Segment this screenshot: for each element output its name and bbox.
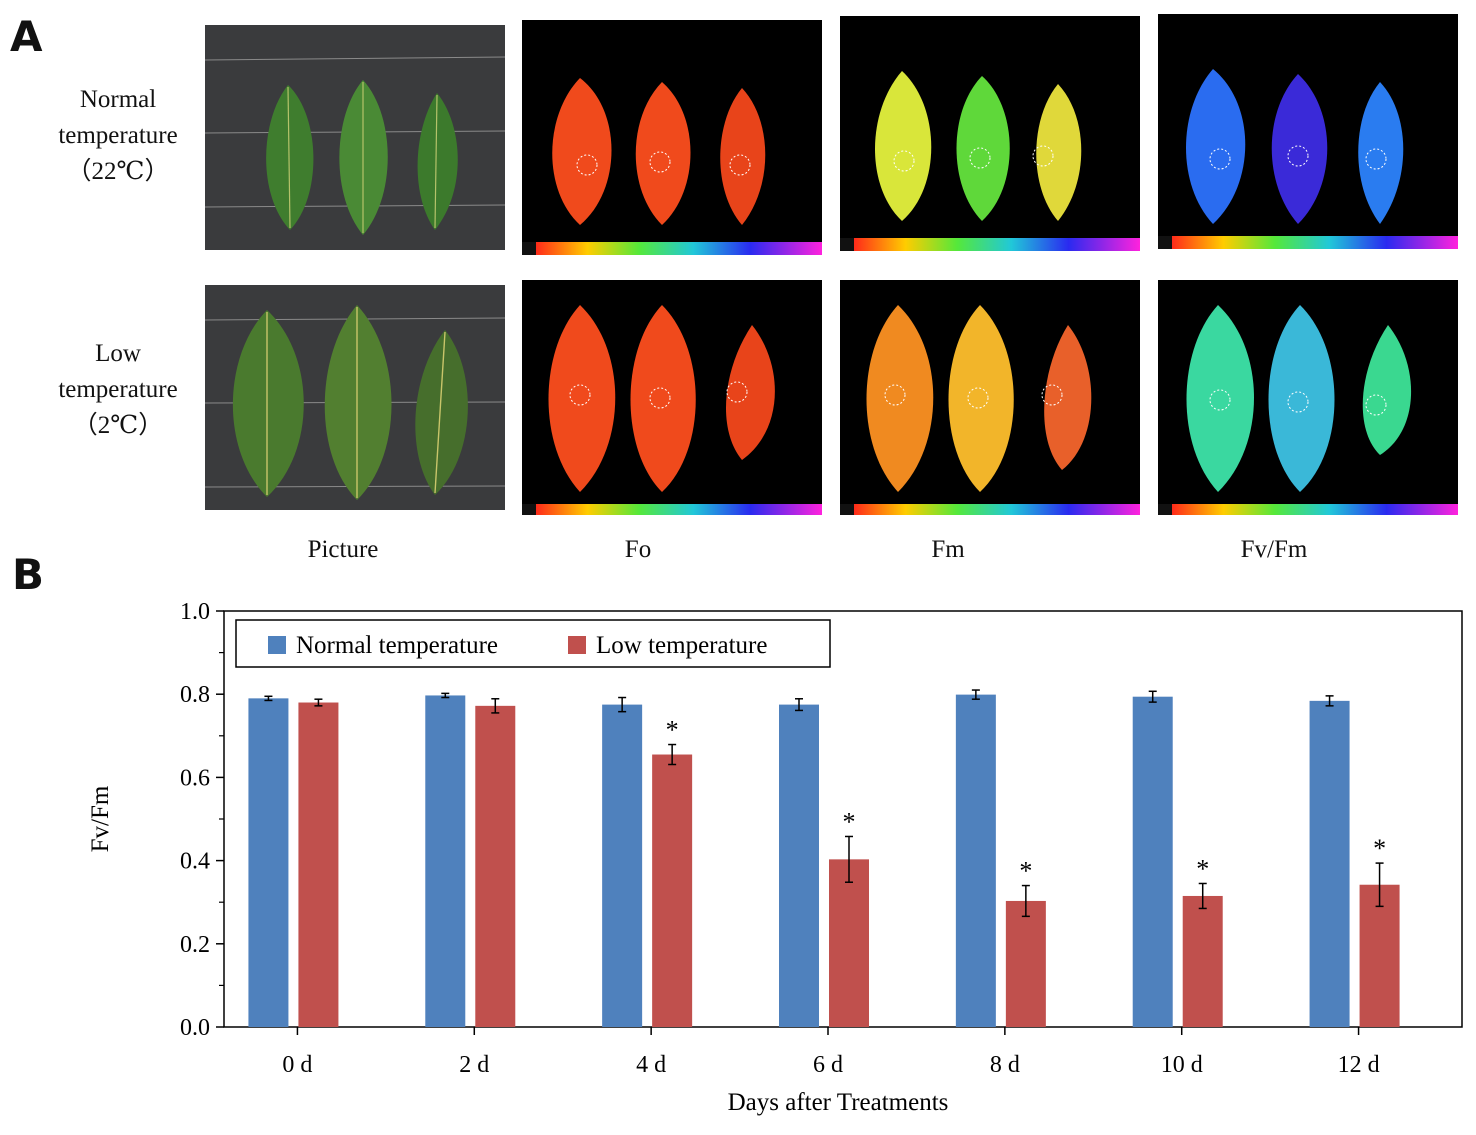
leaf-shape xyxy=(266,85,314,230)
significance-marker: * xyxy=(1196,854,1209,883)
leaf-shape xyxy=(232,310,304,497)
x-tick-label: 8 d xyxy=(990,1052,1020,1078)
bar-normal-temperature xyxy=(955,694,996,1027)
bar-normal-temperature xyxy=(1132,696,1173,1027)
x-tick-label: 2 d xyxy=(459,1052,489,1078)
leaf-shape xyxy=(635,82,691,225)
bar-normal-temperature xyxy=(1309,700,1350,1027)
x-tick-label: 6 d xyxy=(813,1052,843,1078)
bar-low-temperature xyxy=(475,705,516,1027)
row-label-normal-line3: （22℃） xyxy=(66,158,170,185)
leaf-shape xyxy=(1185,69,1246,224)
fm-image-normal xyxy=(840,16,1140,251)
column-label-fm: Fm xyxy=(931,536,965,563)
fvfm-bar-chart: 0.0 0.2 0.4 0.6 0.8 1.0 0 d 2 d 4 d * 6 d * 8 d * 10 d… xyxy=(87,599,1463,1116)
bar-low-temperature xyxy=(298,702,339,1027)
bar-low-temperature xyxy=(652,754,693,1027)
panel-b-letter: B xyxy=(12,550,45,599)
legend-swatch xyxy=(268,636,286,654)
y-tick-label: 0.6 xyxy=(180,765,210,791)
leaf-shape xyxy=(1362,325,1412,455)
leaf-shape xyxy=(874,71,932,221)
leaf-shape xyxy=(1268,305,1335,492)
row-label-low-line3: （2℃） xyxy=(72,412,164,439)
bar-normal-temperature xyxy=(248,698,289,1027)
significance-marker: * xyxy=(1019,857,1032,886)
leaf-shape xyxy=(725,325,775,460)
bar-low-temperature xyxy=(1182,895,1223,1027)
legend-label-normal: Normal temperature xyxy=(296,632,498,659)
row-label-normal: Normal temperature （22℃） xyxy=(28,82,208,190)
fvfm-image-low xyxy=(1158,280,1458,515)
leaf-shape xyxy=(415,330,468,495)
bar-low-temperature xyxy=(1005,900,1046,1027)
fm-image-low xyxy=(840,280,1140,515)
panel-a-letter: A xyxy=(10,12,43,61)
significance-marker: * xyxy=(843,807,856,836)
x-tick-label: 12 d xyxy=(1338,1052,1380,1078)
bar-normal-temperature xyxy=(602,704,643,1027)
row-label-low-line2: temperature xyxy=(58,376,178,403)
x-tick-label: 10 d xyxy=(1161,1052,1203,1078)
leaf-shape xyxy=(417,93,458,230)
row-label-normal-line2: temperature xyxy=(58,122,178,149)
legend-label-low: Low temperature xyxy=(596,632,767,659)
bar-low-temperature xyxy=(1359,884,1400,1027)
bar-low-temperature xyxy=(829,859,869,1027)
photo-low xyxy=(205,285,505,510)
leaf-shape xyxy=(948,305,1014,492)
column-label-picture: Picture xyxy=(307,536,379,563)
y-tick-label: 1.0 xyxy=(180,599,210,625)
significance-marker: * xyxy=(1373,834,1386,863)
bar-normal-temperature xyxy=(425,695,466,1027)
y-tick-label: 0.2 xyxy=(180,932,210,958)
leaf-shape xyxy=(324,305,392,500)
fo-image-normal xyxy=(522,20,822,255)
leaf-shape xyxy=(630,305,696,492)
y-tick-label: 0.4 xyxy=(180,849,210,875)
legend-swatch xyxy=(568,636,586,654)
leaf-shape xyxy=(548,305,616,492)
column-label-fvfm: Fv/Fm xyxy=(1240,536,1308,563)
photo-normal xyxy=(205,25,505,250)
leaf-shape xyxy=(1358,82,1404,224)
y-tick-label: 0.0 xyxy=(180,1015,210,1041)
leaf-shape xyxy=(956,76,1010,221)
leaf-shape xyxy=(1036,84,1082,221)
fvfm-image-normal xyxy=(1158,14,1458,249)
x-tick-label: 4 d xyxy=(636,1052,666,1078)
leaf-shape xyxy=(1186,305,1254,492)
x-tick-label: 0 d xyxy=(282,1052,312,1078)
bar-normal-temperature xyxy=(779,704,819,1027)
legend-box xyxy=(235,619,831,668)
significance-marker: * xyxy=(666,716,679,745)
x-axis-title: Days after Treatments xyxy=(728,1089,949,1116)
row-label-low-line1: Low xyxy=(95,340,141,367)
fo-image-low xyxy=(522,280,822,515)
leaf-shape xyxy=(720,88,766,225)
row-label-normal-line1: Normal xyxy=(79,86,157,113)
leaf-shape xyxy=(866,305,934,492)
y-tick-label: 0.8 xyxy=(180,682,210,708)
leaf-shape xyxy=(552,78,612,225)
row-label-low: Low temperature （2℃） xyxy=(28,336,208,444)
leaf-shape xyxy=(1271,74,1328,224)
leaf-shape xyxy=(1044,325,1092,470)
y-axis-title: Fv/Fm xyxy=(87,785,114,852)
column-label-fo: Fo xyxy=(624,536,652,563)
